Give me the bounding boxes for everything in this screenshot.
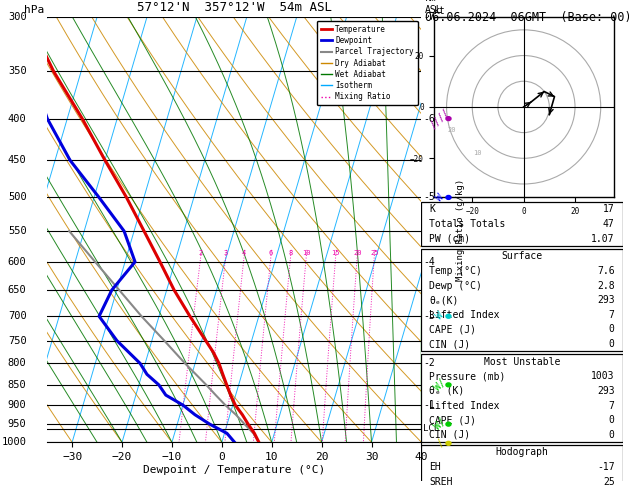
Text: Temp (°C): Temp (°C) — [430, 266, 482, 276]
Text: CAPE (J): CAPE (J) — [430, 415, 477, 425]
Text: 6: 6 — [269, 250, 273, 256]
Bar — [421, 445, 623, 486]
Text: hPa: hPa — [24, 4, 44, 15]
Text: PW (cm): PW (cm) — [430, 234, 470, 243]
Text: 0: 0 — [609, 325, 615, 334]
Text: 0: 0 — [609, 415, 615, 425]
Text: 06.06.2024  06GMT  (Base: 00): 06.06.2024 06GMT (Base: 00) — [425, 11, 629, 24]
Text: 8: 8 — [289, 250, 292, 256]
Text: 300: 300 — [8, 12, 26, 22]
Text: 17: 17 — [603, 205, 615, 214]
Text: W: W — [435, 311, 446, 322]
Text: 15: 15 — [331, 250, 340, 256]
Text: 900: 900 — [8, 400, 26, 410]
Text: km
ASL: km ASL — [425, 0, 442, 15]
Text: 4: 4 — [242, 250, 247, 256]
Text: -3: -3 — [423, 311, 435, 321]
Text: 0: 0 — [609, 339, 615, 349]
Text: 47: 47 — [603, 219, 615, 229]
X-axis label: Dewpoint / Temperature (°C): Dewpoint / Temperature (°C) — [143, 465, 325, 475]
Text: -17: -17 — [597, 462, 615, 472]
Text: 293: 293 — [597, 295, 615, 305]
Text: 500: 500 — [8, 192, 26, 203]
Text: W/: W/ — [433, 377, 448, 393]
Text: -7: -7 — [423, 12, 435, 22]
Text: Mixing Ratio (g/kg): Mixing Ratio (g/kg) — [456, 178, 465, 281]
Text: θₑ (K): θₑ (K) — [430, 386, 465, 396]
Text: K: K — [430, 205, 435, 214]
Text: -4: -4 — [423, 257, 435, 267]
Text: SREH: SREH — [430, 477, 453, 486]
Text: W/: W/ — [433, 417, 448, 432]
Text: 7: 7 — [609, 310, 615, 320]
Text: Hodograph: Hodograph — [496, 448, 548, 457]
Legend: Temperature, Dewpoint, Parcel Trajectory, Dry Adiabat, Wet Adiabat, Isotherm, Mi: Temperature, Dewpoint, Parcel Trajectory… — [317, 21, 418, 105]
Text: LCL: LCL — [423, 424, 440, 434]
Text: CIN (J): CIN (J) — [430, 339, 470, 349]
Text: 20: 20 — [447, 127, 456, 133]
Text: 950: 950 — [8, 419, 26, 429]
Text: 1.07: 1.07 — [591, 234, 615, 243]
Text: kt: kt — [434, 6, 445, 16]
Text: 1003: 1003 — [591, 371, 615, 382]
Text: 700: 700 — [8, 311, 26, 321]
Text: Dewp (°C): Dewp (°C) — [430, 280, 482, 291]
Text: 25: 25 — [370, 250, 379, 256]
Text: 850: 850 — [8, 380, 26, 390]
Bar — [421, 202, 623, 246]
Text: CAPE (J): CAPE (J) — [430, 325, 477, 334]
Text: 450: 450 — [8, 155, 26, 165]
Text: 650: 650 — [8, 285, 26, 295]
Text: /: / — [435, 438, 446, 449]
Text: Lifted Index: Lifted Index — [430, 400, 500, 411]
Text: 2.8: 2.8 — [597, 280, 615, 291]
Text: 2: 2 — [199, 250, 203, 256]
Text: 7.6: 7.6 — [597, 266, 615, 276]
Text: Most Unstable: Most Unstable — [484, 357, 560, 366]
Text: ////: //// — [428, 107, 452, 130]
Text: 600: 600 — [8, 257, 26, 267]
Text: -2: -2 — [423, 359, 435, 368]
Text: 25: 25 — [603, 477, 615, 486]
Text: 7: 7 — [609, 400, 615, 411]
Text: Pressure (mb): Pressure (mb) — [430, 371, 506, 382]
Text: Lifted Index: Lifted Index — [430, 310, 500, 320]
Text: -1: -1 — [423, 400, 435, 410]
Bar — [421, 249, 623, 351]
Text: 0: 0 — [609, 430, 615, 440]
Text: Surface: Surface — [501, 251, 543, 261]
Bar — [421, 354, 623, 442]
Text: 350: 350 — [8, 67, 26, 76]
Text: 293: 293 — [597, 386, 615, 396]
Text: 20: 20 — [353, 250, 362, 256]
Text: -5: -5 — [423, 192, 435, 203]
Text: -6: -6 — [423, 114, 435, 123]
Text: 1000: 1000 — [2, 437, 26, 447]
Text: θₑ(K): θₑ(K) — [430, 295, 459, 305]
Text: 400: 400 — [8, 114, 26, 123]
Text: EH: EH — [430, 462, 441, 472]
Text: 750: 750 — [8, 336, 26, 346]
Text: 10: 10 — [302, 250, 311, 256]
Text: 550: 550 — [8, 226, 26, 236]
Text: 3: 3 — [224, 250, 228, 256]
Text: Totals Totals: Totals Totals — [430, 219, 506, 229]
Title: 57°12'N  357°12'W  54m ASL: 57°12'N 357°12'W 54m ASL — [136, 1, 332, 15]
Text: 10: 10 — [473, 150, 482, 156]
Text: W: W — [435, 192, 446, 203]
Text: CIN (J): CIN (J) — [430, 430, 470, 440]
Text: 800: 800 — [8, 359, 26, 368]
